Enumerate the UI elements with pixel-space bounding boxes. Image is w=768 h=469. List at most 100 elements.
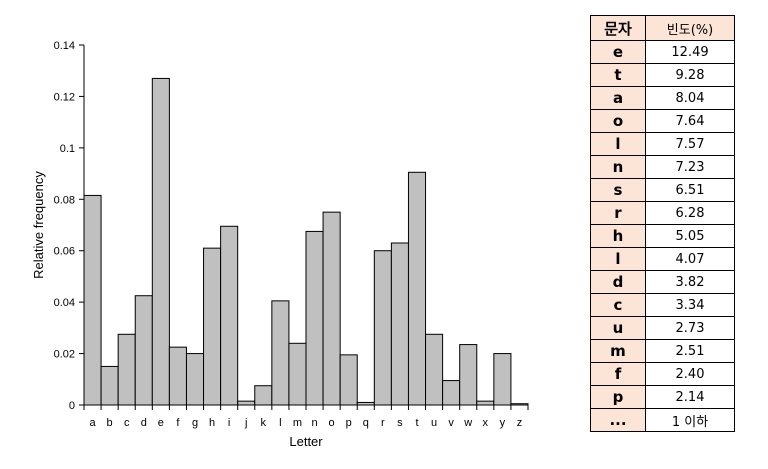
frequency-table: 문자 빈도(%) e 12.49 t 9.28 a 8.04 o 7.64 l 7.57 n 7.23…: [590, 15, 735, 432]
x-tick-label: s: [397, 417, 403, 429]
table-cell-letter: a: [590, 86, 646, 110]
header-frequency: 빈도(%): [645, 15, 735, 41]
bar-m: [288, 342, 307, 406]
x-tick-label: r: [381, 417, 385, 429]
bar-a: [83, 194, 102, 406]
table-row: ... 1 이하: [590, 408, 735, 432]
bar-x: [476, 400, 495, 406]
y-tick-label: 0.12: [54, 91, 75, 103]
table-cell-letter: f: [590, 362, 646, 386]
x-tick-label: q: [363, 417, 369, 429]
x-tick-label: a: [89, 417, 96, 429]
table-cell-letter: p: [590, 385, 646, 409]
table-row: d 3.82: [590, 270, 735, 294]
table-cell-frequency: 7.57: [645, 132, 735, 156]
table-cell-frequency: 7.23: [645, 155, 735, 179]
x-tick-label: o: [329, 417, 335, 429]
x-tick-label: k: [261, 417, 267, 429]
x-tick-label: m: [293, 417, 302, 429]
table-header-row: 문자 빈도(%): [590, 15, 735, 41]
bar-t: [407, 171, 427, 406]
y-tick-label: 0.14: [54, 40, 75, 52]
table-cell-letter: n: [590, 155, 646, 179]
bar-g: [185, 353, 205, 406]
table-row: e 12.49: [590, 40, 735, 64]
x-tick-label: x: [483, 417, 489, 429]
table-cell-frequency: 6.28: [645, 201, 735, 225]
table-cell-letter: r: [590, 201, 646, 225]
bar-v: [442, 380, 461, 406]
table-cell-frequency: 12.49: [645, 40, 735, 64]
header-letter: 문자: [590, 15, 646, 41]
x-tick-label: p: [346, 417, 352, 429]
table-cell-frequency: 7.64: [645, 109, 735, 133]
table-row: l 4.07: [590, 247, 735, 271]
bar-e: [151, 77, 170, 406]
frequency-bar-chart: 0 0.02 0.04 0.06 0.08 0.1 0.12 0.14 a b c d e f g h i j k l…: [31, 40, 529, 449]
table-row: p 2.14: [590, 385, 735, 409]
table-cell-frequency: 2.51: [645, 339, 735, 363]
table-row: l 7.57: [590, 132, 735, 156]
table-cell-letter: e: [590, 40, 646, 64]
bar-s: [390, 242, 409, 406]
bar-n: [305, 230, 324, 406]
table-cell-letter: d: [590, 270, 646, 294]
bar-k: [254, 385, 273, 406]
table-cell-frequency: 9.28: [645, 63, 735, 87]
y-tick-label: 0: [69, 400, 75, 412]
table-cell-letter: c: [590, 293, 646, 317]
x-tick-label: v: [448, 417, 454, 429]
x-tick-label: t: [415, 417, 418, 429]
y-axis-label: Relative frequency: [31, 171, 46, 279]
table-cell-frequency: 3.82: [645, 270, 735, 294]
table-cell-letter: m: [590, 339, 646, 363]
table-row: c 3.34: [590, 293, 735, 317]
bar-f: [168, 346, 187, 406]
bar-i: [220, 225, 239, 406]
table-row: t 9.28: [590, 63, 735, 87]
table-cell-frequency: 3.34: [645, 293, 735, 317]
x-tick-label: e: [158, 417, 164, 429]
bar-r: [373, 250, 392, 406]
x-tick-label: y: [500, 417, 506, 429]
x-tick-label: h: [209, 417, 215, 429]
table-row: f 2.40: [590, 362, 735, 386]
bar-y: [493, 353, 512, 406]
table-row: n 7.23: [590, 155, 735, 179]
y-tick-label: 0.02: [54, 349, 75, 361]
table-row: u 2.73: [590, 316, 735, 340]
table-cell-letter: u: [590, 316, 646, 340]
table-cell-letter: o: [590, 109, 646, 133]
table-cell-letter: s: [590, 178, 646, 202]
x-tick-label: i: [228, 417, 230, 429]
bar-d: [134, 295, 153, 406]
bar-o: [322, 211, 341, 406]
bar-j: [237, 400, 256, 406]
bar-p: [339, 354, 358, 406]
x-tick-label: u: [431, 417, 437, 429]
bar-q: [356, 401, 375, 406]
table-cell-frequency: 8.04: [645, 86, 735, 110]
table-cell-frequency: 5.05: [645, 224, 735, 248]
table-row: m 2.51: [590, 339, 735, 363]
bar-u: [425, 333, 444, 406]
bar-h: [203, 247, 222, 406]
table-cell-frequency: 6.51: [645, 178, 735, 202]
table-row: h 5.05: [590, 224, 735, 248]
table-cell-letter: h: [590, 224, 646, 248]
table-row: r 6.28: [590, 201, 735, 225]
x-tick-label: l: [279, 417, 281, 429]
x-tick-label: d: [141, 417, 147, 429]
table-cell-frequency: 4.07: [645, 247, 735, 271]
table-cell-letter: l: [590, 247, 646, 271]
table-cell-frequency: 2.14: [645, 385, 735, 409]
table-cell-letter: ...: [590, 408, 646, 432]
y-tick-label: 0.1: [60, 143, 75, 155]
x-tick-label: b: [107, 417, 113, 429]
table-row: a 8.04: [590, 86, 735, 110]
x-tick-label: f: [176, 417, 180, 429]
table-cell-frequency: 1 이하: [645, 408, 735, 432]
x-tick-label: w: [463, 417, 472, 429]
bar-l: [271, 300, 290, 406]
x-tick-label: z: [517, 417, 523, 429]
